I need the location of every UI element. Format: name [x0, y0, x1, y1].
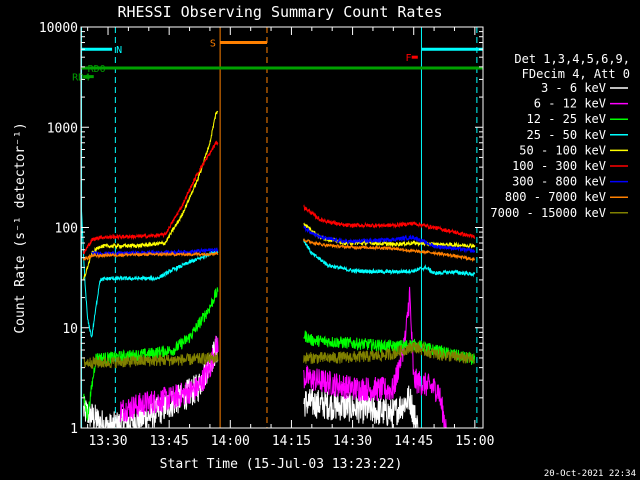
plot-clip-group	[81, 27, 483, 428]
legend-entry-label-2: 12 - 25 keV	[527, 112, 606, 126]
legend: Det 1,3,4,5,6,9,FDecim 4, Att 03 - 6 keV…	[490, 52, 630, 220]
series-line-1-seg0	[119, 335, 219, 423]
legend-entry-label-6: 300 - 800 keV	[512, 175, 606, 189]
series-line-4-seg0	[83, 110, 219, 280]
series-line-7-seg1	[303, 238, 475, 263]
series-100-300keV	[83, 140, 476, 255]
axes: 1 10 100 1000 10000 13:30 13:45 14:00 14:15 14:30…	[39, 21, 495, 449]
x-tick-label-2: 14:00	[211, 434, 250, 449]
legend-entry-label-0: 3 - 6 keV	[541, 81, 606, 95]
legend-entry-label-8: 7000 - 15000 keV	[490, 206, 606, 220]
y-tick-label-4: 10000	[39, 21, 78, 36]
legend-entry-label-1: 6 - 12 keV	[534, 97, 606, 111]
flag-label-S: S	[210, 39, 216, 50]
series-line-1-seg1	[303, 286, 447, 428]
series-line-0-seg1	[303, 385, 419, 428]
x-tick-label-1: 13:45	[150, 434, 189, 449]
y-tick-label-0: 1	[70, 422, 78, 437]
series-line-5-seg1	[303, 204, 476, 239]
y-tick-label-3: 1000	[47, 121, 78, 136]
series-line-7-seg0	[83, 250, 219, 261]
series-line-6-seg1	[303, 224, 476, 254]
legend-entry-label-5: 100 - 300 keV	[512, 159, 606, 173]
flag-label-RD0: RD0	[88, 64, 106, 75]
series-line-8-seg1	[303, 341, 476, 365]
chart-title: RHESSI Observing Summary Count Rates	[117, 3, 442, 21]
series-300-800keV	[91, 224, 476, 257]
x-tick-label-6: 15:00	[455, 434, 494, 449]
series-line-3-seg0	[81, 210, 219, 338]
x-tick-label-5: 14:45	[394, 434, 433, 449]
series-25-50keV	[81, 210, 476, 338]
y-axis-label: Count Rate (s⁻¹ detector⁻¹)	[13, 122, 28, 333]
series-6-12keV	[119, 286, 447, 428]
series-800-7000keV	[83, 238, 475, 263]
y-tick-label-2: 100	[55, 222, 78, 237]
timestamp: 20-Oct-2021 22:34	[544, 469, 636, 479]
x-tick-label-3: 14:15	[272, 434, 311, 449]
y-tick-label-1: 10	[62, 322, 78, 337]
x-tick-label-4: 14:30	[333, 434, 372, 449]
flag-label-F: F	[406, 53, 412, 64]
series-line-6-seg0	[91, 247, 219, 257]
legend-entry-label-4: 50 - 100 keV	[519, 143, 606, 157]
legend-header-line-0: Det 1,3,4,5,6,9,	[514, 52, 630, 66]
series-line-5-seg0	[83, 140, 219, 255]
legend-header-line-1: FDecim 4, Att 0	[522, 67, 630, 81]
flag-label-N: N	[116, 45, 122, 56]
series-line-8-seg0	[83, 352, 219, 369]
x-tick-label-0: 13:30	[88, 434, 127, 449]
legend-entry-label-3: 25 - 50 keV	[527, 128, 606, 142]
series-line-3-seg1	[303, 238, 476, 278]
legend-entry-label-7: 800 - 7000 keV	[505, 190, 606, 204]
series-7000-15000keV	[83, 341, 476, 369]
x-axis-label: Start Time (15-Jul-03 13:23:22)	[160, 457, 403, 472]
